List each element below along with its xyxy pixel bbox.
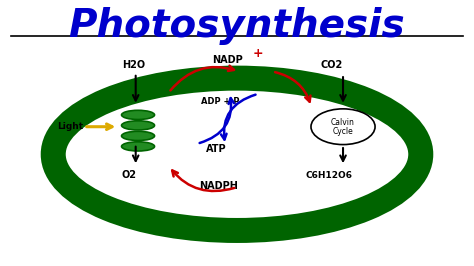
Text: ADP + P: ADP + P (201, 97, 240, 106)
Text: Photosynthesis: Photosynthesis (69, 7, 405, 45)
Circle shape (311, 109, 375, 145)
Text: H2O: H2O (122, 60, 145, 70)
Ellipse shape (53, 78, 421, 230)
Text: NADP: NADP (212, 55, 243, 65)
Text: Light: Light (57, 122, 83, 131)
Text: Cycle: Cycle (333, 127, 354, 136)
Text: CO2: CO2 (320, 60, 342, 70)
Text: ATP: ATP (206, 144, 226, 154)
Text: O2: O2 (121, 170, 136, 180)
Text: +: + (253, 47, 264, 60)
Ellipse shape (121, 142, 155, 151)
Ellipse shape (121, 121, 155, 130)
Text: NADPH: NADPH (199, 181, 237, 191)
Ellipse shape (121, 131, 155, 140)
Text: C6H12O6: C6H12O6 (305, 171, 352, 180)
Ellipse shape (121, 110, 155, 119)
Text: Calvin: Calvin (331, 118, 355, 127)
